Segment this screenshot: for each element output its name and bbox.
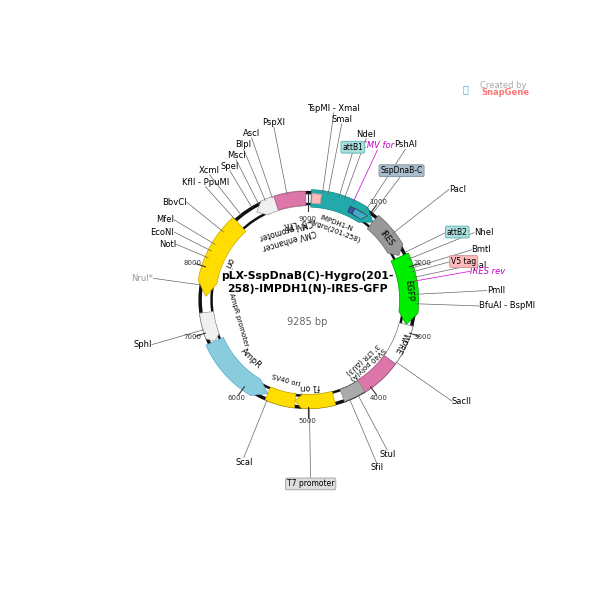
Polygon shape <box>295 391 335 409</box>
Polygon shape <box>312 194 322 204</box>
Text: 2000: 2000 <box>413 260 431 266</box>
Text: IRES rev: IRES rev <box>470 267 505 276</box>
Text: BlpI: BlpI <box>236 140 251 150</box>
Text: NheI: NheI <box>474 228 493 237</box>
Text: SpeI: SpeI <box>221 162 239 170</box>
Text: PspXI: PspXI <box>262 118 286 127</box>
Text: 5’ LTR: 5’ LTR <box>283 217 307 229</box>
Text: SmaI: SmaI <box>331 115 352 124</box>
Polygon shape <box>391 253 419 324</box>
Text: 7000: 7000 <box>184 334 202 340</box>
Text: NotI: NotI <box>158 239 176 249</box>
Text: NdeI: NdeI <box>356 130 376 139</box>
Text: 6000: 6000 <box>227 394 245 400</box>
Text: attB2: attB2 <box>447 228 467 236</box>
Text: 9285 bp: 9285 bp <box>287 317 328 327</box>
Text: AmpR: AmpR <box>239 346 263 370</box>
Text: PmlI: PmlI <box>487 286 505 295</box>
Text: NruI*: NruI* <box>131 274 154 283</box>
Text: SphI: SphI <box>133 340 152 349</box>
Text: KflI - PpuMI: KflI - PpuMI <box>182 178 229 187</box>
Text: IRES: IRES <box>377 229 395 248</box>
Text: StuI: StuI <box>379 450 395 459</box>
Polygon shape <box>358 356 395 392</box>
Text: SV40 poly(A)
3’ LTR (ΔU3): SV40 poly(A) 3’ LTR (ΔU3) <box>344 341 386 382</box>
Text: SnapGene: SnapGene <box>481 88 529 97</box>
Text: IMPDH1-N
Hygro(201-258): IMPDH1-N Hygro(201-258) <box>307 211 364 244</box>
Text: BmtI: BmtI <box>472 245 491 254</box>
Text: CMV for: CMV for <box>361 141 394 150</box>
Text: TspMI - XmaI: TspMI - XmaI <box>307 104 360 113</box>
Polygon shape <box>206 337 268 396</box>
Polygon shape <box>340 381 365 402</box>
Text: XcmI: XcmI <box>199 166 220 175</box>
Text: WPRE: WPRE <box>392 331 410 356</box>
Text: SV40 ori: SV40 ori <box>271 375 301 388</box>
Text: ori: ori <box>222 256 235 270</box>
Text: SacII: SacII <box>452 397 472 406</box>
Text: MfeI: MfeI <box>156 215 174 225</box>
Polygon shape <box>311 189 373 222</box>
Text: T7 promoter: T7 promoter <box>287 479 334 488</box>
Text: PacI: PacI <box>449 185 466 194</box>
Polygon shape <box>347 206 363 217</box>
Text: EGFP: EGFP <box>403 280 414 302</box>
Polygon shape <box>384 323 413 364</box>
Text: Created by: Created by <box>480 81 529 90</box>
Text: 8000: 8000 <box>184 260 202 266</box>
Polygon shape <box>274 191 306 210</box>
Polygon shape <box>367 216 403 255</box>
Polygon shape <box>198 217 246 296</box>
Text: SfiI: SfiI <box>370 463 383 472</box>
Text: ScaI: ScaI <box>235 457 253 466</box>
Text: AscI: AscI <box>243 129 260 138</box>
Text: MscI: MscI <box>227 151 245 160</box>
Text: 5000: 5000 <box>299 418 316 424</box>
Text: CMV enhancer
CMV promoter: CMV enhancer CMV promoter <box>258 217 317 252</box>
Text: SspDnaB-C: SspDnaB-C <box>380 166 422 175</box>
Text: 9000: 9000 <box>299 216 317 222</box>
Text: HpaI: HpaI <box>467 261 487 270</box>
Text: attB1: attB1 <box>343 143 363 151</box>
Text: ⬧: ⬧ <box>463 84 468 94</box>
Text: 1000: 1000 <box>370 200 388 206</box>
Polygon shape <box>200 311 219 342</box>
Polygon shape <box>352 208 368 219</box>
Text: V5 tag: V5 tag <box>451 257 476 266</box>
Text: AmpR promoter: AmpR promoter <box>229 292 249 347</box>
Polygon shape <box>265 387 296 408</box>
Text: pLX-SspDnaB(C)-Hygro(201-
258)-IMPDH1(N)-IRES-GFP: pLX-SspDnaB(C)-Hygro(201- 258)-IMPDH1(N)… <box>221 271 394 293</box>
Text: EcoNI: EcoNI <box>151 228 175 236</box>
Text: PshAI: PshAI <box>394 140 417 150</box>
Text: f1 ori: f1 ori <box>301 383 320 392</box>
Text: 4000: 4000 <box>370 394 388 400</box>
Text: 3000: 3000 <box>413 334 431 340</box>
Polygon shape <box>257 191 302 215</box>
Text: BbvCI: BbvCI <box>162 198 187 207</box>
Text: BfuAI - BspMI: BfuAI - BspMI <box>479 302 535 311</box>
